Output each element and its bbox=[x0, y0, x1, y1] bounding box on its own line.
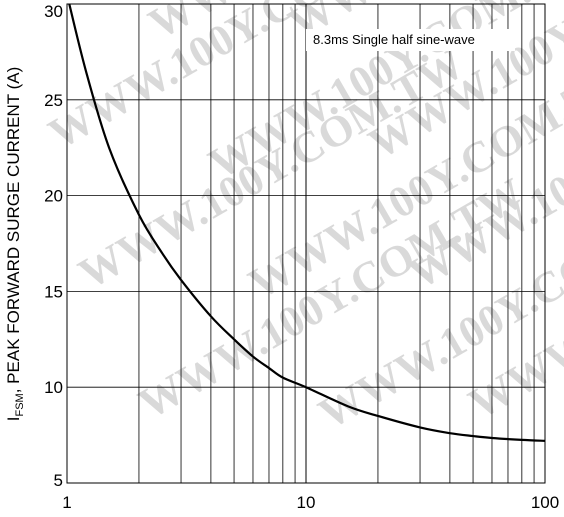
grid-lines bbox=[67, 4, 545, 483]
plot-frame bbox=[66, 3, 546, 484]
y-tick-label: 30 bbox=[44, 2, 63, 21]
x-tick-label: 100 bbox=[531, 493, 559, 512]
y-axis-label-text: , PEAK FORWARD SURGE CURRENT (A) bbox=[4, 67, 23, 394]
y-axis-label: IFSM, PEAK FORWARD SURGE CURRENT (A) bbox=[4, 67, 26, 421]
series-line bbox=[68, 4, 545, 442]
x-tick-label: 1 bbox=[62, 493, 71, 512]
y-tick-label: 20 bbox=[44, 187, 63, 206]
y-tick-label: 25 bbox=[44, 91, 63, 110]
y-axis-label-symbol: I bbox=[4, 417, 23, 422]
annotation-text: 8.3ms Single half sine-wave bbox=[313, 32, 475, 47]
series-layer bbox=[68, 4, 545, 442]
annotation-box: 8.3ms Single half sine-wave bbox=[306, 29, 515, 51]
watermark-layer: WWW.100Y.COM.TWWWW.100Y.COM.TWWWW.100Y.C… bbox=[41, 0, 564, 439]
x-tick-label: 10 bbox=[297, 493, 316, 512]
y-tick-label: 15 bbox=[44, 282, 63, 301]
x-axis-ticks: 1 10 100 bbox=[62, 493, 559, 512]
annotation-background bbox=[306, 29, 515, 51]
y-tick-label: 5 bbox=[54, 471, 63, 490]
y-tick-label: 10 bbox=[44, 378, 63, 397]
y-axis-ticks: 5 10 15 20 25 30 bbox=[44, 2, 63, 490]
y-axis-label-subscript: FSM bbox=[14, 393, 26, 416]
